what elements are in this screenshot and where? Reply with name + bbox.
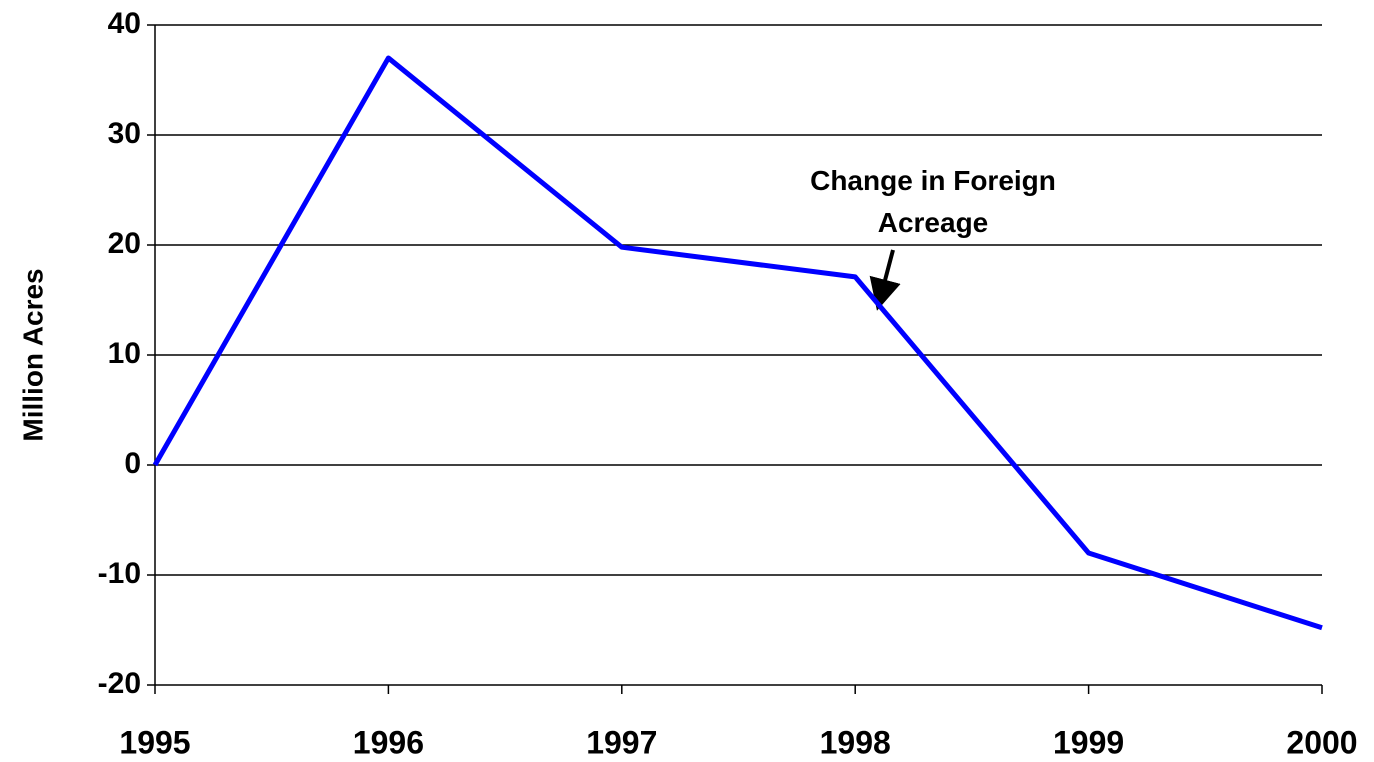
y-tick-label: 40 [108, 7, 141, 40]
y-axis-label: Million Acres [17, 268, 48, 441]
y-tick-label: -20 [98, 667, 141, 700]
y-tick-label: 10 [108, 337, 141, 370]
y-tick-label: 20 [108, 227, 141, 260]
x-tick-label: 1996 [353, 724, 424, 760]
x-tick-label: 2000 [1286, 724, 1357, 760]
y-tick-label: 0 [124, 447, 141, 480]
annotation-arrow [869, 249, 901, 311]
x-tick-label: 1995 [119, 724, 190, 760]
data-line [152, 55, 1323, 631]
x-tick-label: 1999 [1053, 724, 1124, 760]
x-tick-label: 1997 [586, 724, 657, 760]
y-tick-label: 30 [108, 117, 141, 150]
annotation: Change in Foreign Acreage [810, 165, 1056, 238]
x-tick-label: 1998 [820, 724, 891, 760]
y-tick-label: -10 [98, 557, 141, 590]
